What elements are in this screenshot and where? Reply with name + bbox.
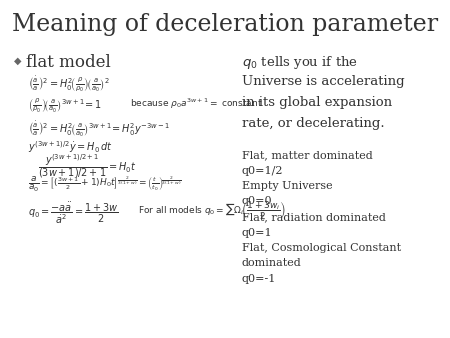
- Text: rate, or decelerating.: rate, or decelerating.: [242, 117, 385, 130]
- Text: Flat, matter dominated: Flat, matter dominated: [242, 150, 373, 160]
- Text: q0=1: q0=1: [242, 227, 273, 238]
- Text: Meaning of deceleration parameter: Meaning of deceleration parameter: [12, 13, 438, 36]
- Text: $\left(\frac{\dot{a}}{a}\right)^2 = H_0^2\!\left(\frac{a}{a_0}\right)^{3w+1}\!= : $\left(\frac{\dot{a}}{a}\right)^2 = H_0^…: [28, 120, 171, 140]
- Text: Universe is accelerating: Universe is accelerating: [242, 75, 405, 88]
- Text: Empty Universe: Empty Universe: [242, 181, 333, 191]
- Text: $\left(\frac{\rho}{\rho_0}\right)\!\left(\frac{a}{a_0}\right)^{3w+1}\!= 1$: $\left(\frac{\rho}{\rho_0}\right)\!\left…: [28, 97, 102, 115]
- Text: $y^{(3w+1)/2}\dot{y} = H_0\,dt$: $y^{(3w+1)/2}\dot{y} = H_0\,dt$: [28, 139, 113, 155]
- Text: For all models $q_0 = \sum\Omega_i\!\left(\dfrac{1+3w_i}{2}\right)$: For all models $q_0 = \sum\Omega_i\!\lef…: [138, 200, 286, 222]
- Text: Flat, radiation dominated: Flat, radiation dominated: [242, 212, 386, 222]
- Text: q0=-1: q0=-1: [242, 274, 276, 284]
- Text: $\dfrac{y^{(3w+1)/2+1}}{(3w+1)/2+1} = H_0 t$: $\dfrac{y^{(3w+1)/2+1}}{(3w+1)/2+1} = H_…: [38, 152, 136, 180]
- Text: $\left(\frac{\dot{a}}{a}\right)^2 = H_0^2\!\left(\frac{\rho}{\rho_0}\right)\!\le: $\left(\frac{\dot{a}}{a}\right)^2 = H_0^…: [28, 75, 110, 95]
- Text: dominated: dominated: [242, 259, 302, 268]
- Text: Flat, Cosmological Constant: Flat, Cosmological Constant: [242, 243, 401, 253]
- Text: flat model: flat model: [26, 54, 111, 71]
- Text: $q_0 = \dfrac{-a\ddot{a}}{\dot{a}^2} = \dfrac{1+3w}{2}$: $q_0 = \dfrac{-a\ddot{a}}{\dot{a}^2} = \…: [28, 200, 118, 226]
- Text: $\dfrac{a}{a_0} = \left[(\frac{3w+1}{2}+1)H_0 t\right]^{\frac{2}{3(1+w)}} = \lef: $\dfrac{a}{a_0} = \left[(\frac{3w+1}{2}+…: [28, 175, 182, 194]
- Text: $q_0$ tells you if the: $q_0$ tells you if the: [242, 54, 358, 71]
- Text: in its global expansion: in its global expansion: [242, 96, 392, 109]
- Text: q0=1/2: q0=1/2: [242, 166, 284, 175]
- Text: q0=0: q0=0: [242, 196, 273, 207]
- Text: because $\rho_0 a^{3w+1}=$ constant: because $\rho_0 a^{3w+1}=$ constant: [130, 97, 262, 112]
- Text: ◆: ◆: [14, 56, 22, 66]
